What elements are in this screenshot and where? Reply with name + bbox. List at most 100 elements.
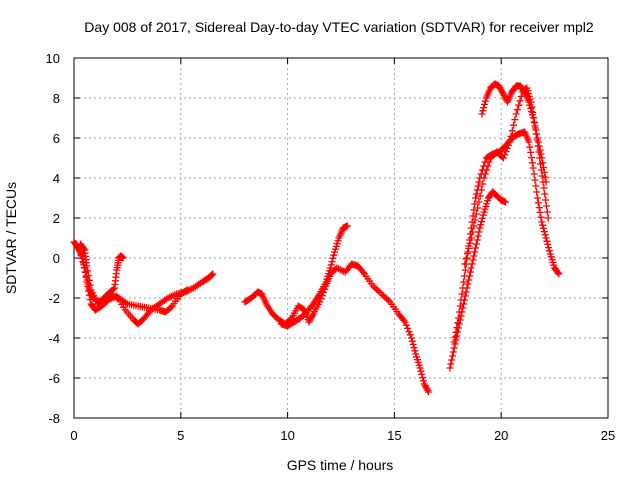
data-point bbox=[471, 248, 479, 256]
data-point bbox=[533, 188, 541, 196]
data-point bbox=[527, 148, 535, 156]
data-point bbox=[408, 337, 416, 345]
data-point bbox=[512, 110, 520, 118]
data-point bbox=[542, 202, 550, 210]
data-point bbox=[402, 321, 410, 329]
data-point bbox=[452, 328, 460, 336]
data-point bbox=[502, 148, 510, 156]
data-point bbox=[473, 236, 481, 244]
data-point bbox=[381, 293, 389, 301]
data-point bbox=[478, 218, 486, 226]
data-point bbox=[469, 228, 477, 236]
data-point bbox=[77, 251, 85, 259]
data-point bbox=[474, 182, 482, 190]
data-point bbox=[466, 239, 474, 247]
data-point bbox=[525, 98, 533, 106]
data-point bbox=[555, 270, 563, 278]
data-point bbox=[418, 370, 426, 378]
data-point bbox=[453, 324, 461, 332]
data-point bbox=[460, 272, 468, 280]
series-seg-e bbox=[277, 222, 351, 330]
data-point bbox=[459, 284, 467, 292]
data-point bbox=[534, 199, 542, 207]
data-point bbox=[409, 340, 417, 348]
x-tick-label: 0 bbox=[70, 428, 77, 443]
data-point bbox=[544, 240, 552, 248]
data-point bbox=[419, 377, 427, 385]
data-point bbox=[472, 210, 480, 218]
data-point bbox=[526, 143, 534, 151]
data-point bbox=[481, 97, 489, 105]
data-point bbox=[330, 251, 338, 259]
data-point bbox=[538, 218, 546, 226]
data-point bbox=[425, 388, 433, 396]
data-point bbox=[343, 222, 351, 230]
data-point bbox=[499, 154, 507, 162]
data-point bbox=[532, 182, 540, 190]
data-point bbox=[458, 290, 466, 298]
x-tick-label: 10 bbox=[280, 428, 294, 443]
data-point bbox=[545, 244, 553, 252]
data-point bbox=[182, 287, 190, 295]
data-point bbox=[475, 228, 483, 236]
data-point bbox=[545, 247, 553, 255]
series-seg-d bbox=[241, 260, 433, 396]
data-point bbox=[326, 264, 334, 272]
data-point bbox=[462, 255, 470, 263]
data-point bbox=[85, 276, 93, 284]
data-point bbox=[467, 264, 475, 272]
data-point bbox=[109, 285, 117, 293]
y-axis-label: SDTVAR / TECUs bbox=[3, 182, 19, 294]
data-point bbox=[401, 318, 409, 326]
y-tick-label: -6 bbox=[48, 371, 60, 386]
data-point bbox=[416, 364, 424, 372]
data-point bbox=[528, 159, 536, 167]
data-point bbox=[528, 111, 536, 119]
y-tick-label: 6 bbox=[53, 131, 60, 146]
data-point bbox=[208, 271, 216, 279]
data-point bbox=[480, 174, 488, 182]
data-point bbox=[530, 118, 538, 126]
data-point bbox=[481, 170, 489, 178]
data-point bbox=[538, 154, 546, 162]
data-point bbox=[419, 374, 427, 382]
data-point bbox=[472, 240, 480, 248]
data-point bbox=[464, 280, 472, 288]
data-point bbox=[461, 266, 469, 274]
data-point bbox=[468, 260, 476, 268]
data-point bbox=[308, 302, 316, 310]
data-point bbox=[470, 222, 478, 230]
data-point bbox=[528, 154, 536, 162]
data-point bbox=[479, 107, 487, 115]
data-point bbox=[466, 268, 474, 276]
plot-frame bbox=[73, 57, 609, 419]
data-point bbox=[446, 364, 454, 372]
data-point bbox=[475, 198, 483, 206]
data-point bbox=[515, 101, 523, 109]
data-point bbox=[448, 356, 456, 364]
data-point bbox=[359, 268, 367, 276]
data-point bbox=[383, 295, 391, 303]
data-point bbox=[406, 331, 414, 339]
data-point bbox=[540, 168, 548, 176]
data-point bbox=[541, 190, 549, 198]
y-tick-label: 8 bbox=[53, 91, 60, 106]
data-point bbox=[530, 170, 538, 178]
data-point bbox=[483, 166, 491, 174]
data-point bbox=[542, 178, 550, 186]
data-point bbox=[544, 214, 552, 222]
series-seg-a bbox=[70, 238, 217, 328]
data-point bbox=[451, 333, 459, 341]
data-point bbox=[371, 284, 379, 292]
data-point bbox=[532, 126, 540, 134]
data-point bbox=[374, 287, 382, 295]
data-point bbox=[407, 334, 415, 342]
data-point bbox=[456, 302, 464, 310]
x-tick-label: 20 bbox=[494, 428, 508, 443]
data-point bbox=[448, 352, 456, 360]
data-point bbox=[417, 367, 425, 375]
data-point bbox=[372, 285, 380, 293]
data-point bbox=[308, 312, 316, 320]
data-point bbox=[504, 141, 512, 149]
